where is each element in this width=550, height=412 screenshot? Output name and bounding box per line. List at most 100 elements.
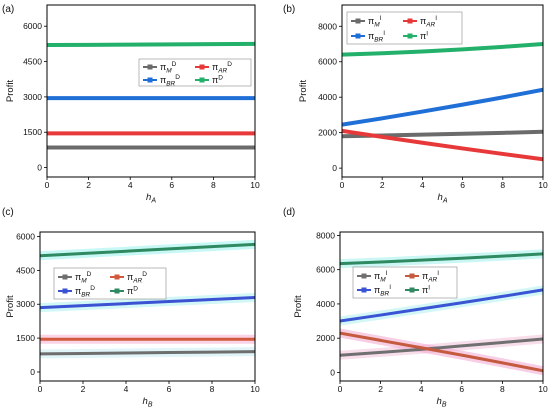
legend-swatch-marker: [62, 274, 68, 280]
plot-frame: [39, 231, 256, 382]
legend-label-subscript: BR: [380, 291, 389, 298]
series-line-pi-ar: [340, 331, 543, 373]
legend-label-superscript: I: [383, 30, 385, 37]
x-tick-label: 6: [459, 384, 464, 394]
x-tick-label: 8: [500, 384, 505, 394]
series-layer: [47, 41, 255, 150]
legend-label-superscript: D: [142, 271, 147, 278]
y-tick-label: 1500: [23, 127, 42, 137]
panel-label: (d): [283, 207, 295, 218]
y-tick-label: 2000: [318, 128, 337, 138]
y-tick-label: 6000: [16, 232, 35, 242]
legend-entry-pi-ar: πARD: [110, 271, 147, 285]
legend-swatch-marker: [355, 18, 361, 24]
x-tick-label: 10: [538, 384, 548, 394]
series-line-pi-total: [342, 42, 543, 57]
legend-label: πBRI: [368, 30, 385, 44]
plot-frame: [339, 231, 544, 382]
plot-frame: [46, 4, 256, 178]
legend-entry-pi-m: πMD: [143, 61, 177, 75]
legend-label-superscript: D: [87, 271, 92, 278]
y-tick-label: 8000: [316, 230, 335, 240]
x-tick-label: 4: [420, 180, 425, 190]
legend-label-symbol: π: [374, 285, 380, 295]
x-tick-label: 10: [250, 384, 260, 394]
legend-swatch-marker: [147, 64, 153, 70]
legend-label-subscript: M: [81, 278, 87, 285]
legend-swatch-marker: [361, 273, 367, 279]
series-line-pi-total: [40, 242, 255, 258]
legend-entry-pi-m: πMI: [351, 15, 382, 29]
y-tick-label: 3000: [23, 92, 42, 102]
series-layer: [40, 239, 255, 359]
x-axis-label: hB: [437, 396, 447, 409]
legend-label-symbol: π: [127, 286, 133, 296]
x-tick-label: 4: [128, 180, 133, 190]
legend-label-symbol: π: [374, 271, 380, 281]
legend-swatch-marker: [114, 274, 120, 280]
x-tick-label: 4: [124, 384, 129, 394]
y-axis-label: Profit: [293, 295, 304, 318]
legend-label-subscript: BR: [166, 81, 175, 88]
legend-entry-pi-total: πI: [403, 31, 428, 42]
x-tick-label: 4: [419, 384, 424, 394]
legend-label-superscript: D: [90, 285, 95, 292]
x-tick-label: 6: [460, 180, 465, 190]
y-tick-label: 0: [30, 367, 35, 377]
y-tick-label: 4500: [23, 57, 42, 67]
series-line-pi-m: [340, 337, 543, 357]
legend-label-symbol: π: [75, 286, 81, 296]
legend-label-symbol: π: [160, 75, 166, 85]
x-tick-label: 8: [210, 384, 215, 394]
legend-label-symbol: π: [212, 62, 218, 72]
legend-entry-pi-ar: πARD: [195, 61, 232, 75]
legend-label: πD: [127, 286, 138, 297]
legend-label-symbol: π: [420, 31, 426, 41]
x-axis-label-subscript: A: [442, 198, 448, 205]
legend-label: πBRD: [75, 285, 95, 299]
x-tick-label: 6: [169, 180, 174, 190]
y-tick-label: 6000: [23, 21, 42, 31]
series-line-pi-total: [47, 41, 255, 48]
legend-swatch-marker: [361, 287, 367, 293]
legend-label-subscript: M: [374, 22, 380, 29]
legend-label: πI: [420, 31, 428, 42]
x-tick-label: 6: [167, 384, 172, 394]
legend-entry-pi-br: πBRD: [58, 285, 95, 299]
panel-label: (a): [2, 4, 14, 15]
x-axis-label-base: h: [146, 192, 151, 203]
y-tick-label: 0: [332, 163, 337, 173]
x-axis-label-subscript: A: [150, 198, 156, 205]
legend-entry-pi-total: πI: [405, 285, 430, 295]
legend-label-superscript: I: [426, 31, 428, 38]
legend-label-symbol: π: [160, 62, 166, 72]
y-tick-label: 6000: [318, 57, 337, 67]
legend-label-superscript: I: [428, 285, 430, 292]
legend-label-superscript: D: [175, 74, 180, 81]
legend-entry-pi-m: πMD: [58, 271, 92, 285]
series-line-pi-m: [40, 350, 255, 356]
legend-label: πD: [212, 75, 223, 86]
y-tick-label: 3000: [16, 299, 35, 309]
legend-label-superscript: I: [380, 15, 382, 22]
x-tick-label: 2: [378, 384, 383, 394]
legend-label-subscript: M: [166, 68, 172, 75]
legend-label-subscript: AR: [132, 278, 142, 285]
legend-label-superscript: D: [227, 61, 232, 68]
series-line-pi-br: [340, 288, 543, 323]
legend-label-subscript: AR: [427, 277, 437, 284]
legend-label: πMI: [368, 15, 382, 29]
legend-label-symbol: π: [422, 271, 428, 281]
legend-label-superscript: I: [435, 15, 437, 22]
plot-area: [47, 5, 255, 177]
x-axis-label: hA: [146, 192, 156, 205]
series-line-pi-ar: [342, 128, 543, 162]
legend-label: πARI: [420, 15, 437, 29]
legend-label-superscript: I: [386, 270, 388, 277]
y-tick-label: 4000: [316, 299, 335, 309]
legend-swatch-marker: [62, 288, 68, 294]
